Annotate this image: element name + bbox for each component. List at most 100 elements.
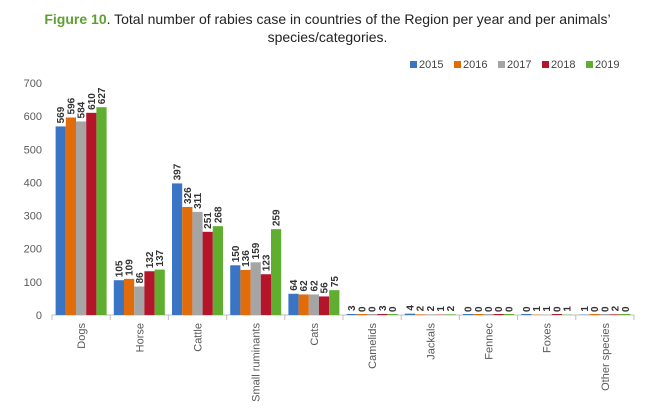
data-label: 137 (155, 249, 166, 266)
data-label: 596 (66, 97, 77, 114)
data-label: 150 (231, 245, 242, 262)
bar (493, 314, 504, 315)
data-label: 326 (183, 187, 194, 204)
category-label: Dogs (76, 323, 88, 349)
data-label: 1 (580, 306, 591, 312)
data-label: 2 (446, 305, 457, 311)
bar (404, 313, 415, 315)
bar (113, 280, 124, 315)
bar (298, 294, 309, 315)
data-label: 584 (77, 101, 88, 118)
data-label: 3 (378, 305, 389, 311)
bar (445, 314, 456, 315)
y-tick-label: 300 (24, 211, 42, 223)
y-tick-label: 200 (24, 244, 42, 256)
title-line-2: species/categories. (267, 29, 388, 45)
y-tick-label: 100 (24, 277, 42, 289)
data-label: 62 (299, 280, 310, 292)
bar (240, 269, 251, 315)
y-tick-label: 500 (24, 144, 42, 156)
data-label: 0 (484, 306, 495, 312)
data-label: 1 (436, 306, 447, 312)
title-text: . Total number of rabies case in countri… (106, 11, 611, 27)
legend-label: 2016 (463, 59, 487, 71)
data-label: 251 (203, 212, 214, 229)
data-label: 627 (97, 87, 108, 104)
data-label: 0 (590, 306, 601, 312)
data-label: 259 (272, 209, 283, 226)
bar (620, 314, 631, 315)
bar (308, 294, 319, 315)
data-label: 64 (289, 279, 300, 291)
bar (250, 262, 261, 315)
bar (212, 226, 223, 315)
data-label: 311 (193, 192, 204, 209)
bar (172, 183, 183, 315)
category-label: Other species (600, 323, 612, 391)
category-label: Small ruminants (251, 323, 263, 402)
category-label: Fennec (484, 323, 496, 360)
bar (154, 269, 165, 315)
data-label: 569 (56, 106, 67, 123)
data-label: 0 (474, 306, 485, 312)
legend-label: 2018 (551, 59, 575, 71)
data-label: 159 (251, 242, 262, 259)
bar (271, 229, 282, 315)
chart-title: Figure 10. Total number of rabies case i… (0, 10, 655, 46)
data-label: 75 (330, 276, 341, 288)
data-label: 0 (464, 306, 475, 312)
bar (230, 265, 241, 315)
data-label: 1 (542, 306, 553, 312)
data-label: 1 (532, 306, 543, 312)
data-label: 0 (621, 306, 632, 312)
legend-label: 2017 (507, 59, 531, 71)
category-label: Jackals (425, 323, 437, 360)
y-tick-label: 700 (24, 78, 42, 90)
legend-swatch (454, 61, 461, 68)
bar (144, 271, 155, 315)
bar (329, 290, 340, 315)
y-tick-label: 0 (36, 310, 42, 322)
data-label: 136 (241, 250, 252, 267)
data-label: 1 (563, 306, 574, 312)
bar (415, 314, 426, 315)
data-label: 2 (416, 305, 427, 311)
data-label: 0 (552, 306, 563, 312)
data-label: 56 (320, 282, 331, 294)
data-label: 0 (357, 306, 368, 312)
data-label: 0 (368, 306, 379, 312)
bar (202, 231, 213, 315)
data-label: 2 (611, 305, 622, 311)
bar (551, 314, 562, 315)
legend-swatch (586, 61, 593, 68)
data-label: 132 (145, 251, 156, 268)
bar (288, 293, 299, 315)
bar (319, 296, 330, 315)
category-label: Horse (134, 323, 146, 352)
legend-label: 2015 (419, 59, 443, 71)
bar (260, 274, 271, 315)
bar (503, 314, 514, 315)
data-label: 0 (600, 306, 611, 312)
legend-swatch (498, 61, 505, 68)
data-label: 0 (504, 306, 515, 312)
category-label: Cattle (193, 323, 205, 352)
bar (76, 121, 87, 316)
data-label: 0 (494, 306, 505, 312)
bar (346, 314, 357, 315)
legend-swatch (410, 61, 417, 68)
category-label: Cats (309, 323, 321, 346)
data-label: 610 (87, 93, 98, 110)
bar (356, 314, 367, 315)
bar (425, 314, 436, 315)
bar (387, 314, 398, 315)
data-label: 86 (135, 272, 146, 284)
figure-label: Figure 10 (44, 11, 107, 27)
bar (55, 126, 66, 315)
data-label: 3 (347, 305, 358, 311)
bar (124, 278, 135, 315)
bar (463, 314, 474, 315)
bar (192, 211, 203, 315)
data-label: 105 (114, 260, 125, 277)
